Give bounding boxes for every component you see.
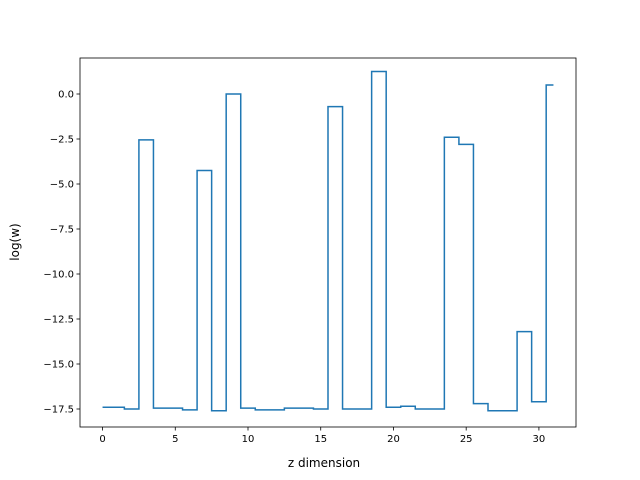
x-tick-label: 30	[533, 434, 546, 445]
x-axis: 0 5 10 15 20 25 30	[99, 427, 545, 445]
x-tick-label: 10	[242, 434, 255, 445]
y-tick-label: −12.5	[43, 315, 74, 326]
y-axis-label: log(w)	[8, 223, 22, 260]
x-tick-label: 15	[314, 434, 327, 445]
x-tick-label: 5	[172, 434, 178, 445]
y-axis: 0.0 −2.5 −5.0 −7.5 −10.0 −12.5 −15.0 −17.5	[43, 90, 80, 416]
x-axis-label: z dimension	[288, 456, 360, 470]
y-tick-label: 0.0	[58, 90, 74, 101]
y-tick-label: −17.5	[43, 405, 74, 416]
axes-frame	[79, 57, 577, 428]
series-line-0	[102, 70, 554, 412]
series-layer	[102, 70, 554, 412]
x-tick-label: 25	[460, 434, 473, 445]
x-tick-label: 0	[99, 434, 105, 445]
plot-area-border	[79, 57, 577, 428]
y-tick-label: −7.5	[50, 225, 74, 236]
y-tick-label: −2.5	[50, 135, 74, 146]
y-tick-label: −5.0	[50, 180, 74, 191]
y-tick-label: −15.0	[43, 360, 74, 371]
y-tick-label: −10.0	[43, 270, 74, 281]
x-tick-label: 20	[387, 434, 400, 445]
